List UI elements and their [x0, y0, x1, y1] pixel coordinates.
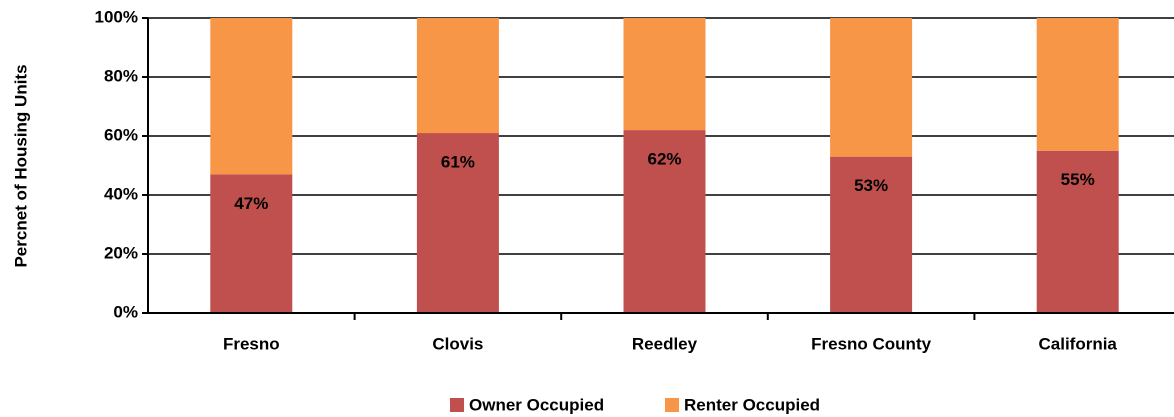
- bar-segment: [623, 130, 706, 313]
- y-axis-label: Percnet of Housing Units: [11, 64, 30, 267]
- data-label: 55%: [1061, 170, 1095, 189]
- y-tick-label: 60%: [104, 125, 138, 144]
- x-tick-label: Fresno County: [811, 334, 931, 353]
- data-label: 61%: [441, 153, 475, 172]
- bar-segment: [1036, 18, 1119, 151]
- bar-segment: [830, 18, 913, 157]
- legend-swatch: [665, 398, 679, 412]
- bar-segment: [830, 156, 913, 313]
- legend-label: Renter Occupied: [684, 395, 820, 414]
- bar-segment: [416, 18, 499, 134]
- x-tick-label: Fresno: [223, 334, 280, 353]
- y-tick-label: 0%: [113, 302, 138, 321]
- x-tick-label: California: [1038, 334, 1117, 353]
- x-tick-label: Clovis: [432, 334, 483, 353]
- bar-segment: [210, 174, 293, 313]
- data-label: 62%: [647, 150, 681, 169]
- data-label: 47%: [234, 194, 268, 213]
- x-tick-label: Reedley: [632, 334, 698, 353]
- y-tick-label: 100%: [95, 7, 138, 26]
- y-tick-label: 20%: [104, 243, 138, 262]
- y-tick-label: 80%: [104, 66, 138, 85]
- legend-label: Owner Occupied: [469, 395, 604, 414]
- legend-swatch: [450, 398, 464, 412]
- y-tick-label: 40%: [104, 184, 138, 203]
- bar-segment: [210, 18, 293, 175]
- data-label: 53%: [854, 176, 888, 195]
- bar-segment: [1036, 150, 1119, 313]
- bar-segment: [623, 18, 706, 131]
- bar-segment: [416, 133, 499, 313]
